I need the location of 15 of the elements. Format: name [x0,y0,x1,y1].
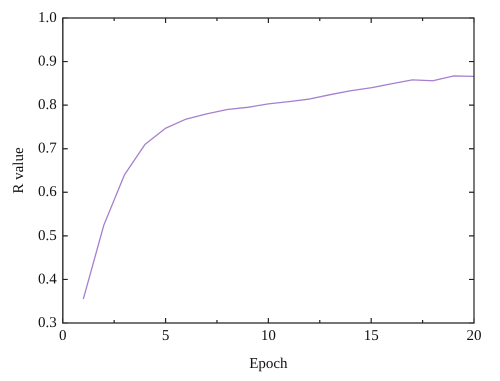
x-tick-label: 10 [260,328,276,344]
y-tick-label: 0.3 [38,314,57,331]
x-tick-label: 5 [162,328,170,344]
x-tick-label: 15 [364,328,379,344]
y-axis-title: R value [10,147,27,194]
y-tick-label: 0.4 [38,271,58,288]
y-tick-label: 1.0 [38,10,57,26]
x-axis-title: Epoch [249,356,288,372]
x-tick-label: 20 [466,328,482,344]
x-tick-label: 0 [59,328,66,344]
y-tick-label: 0.9 [38,54,57,70]
y-tick-label: 0.8 [38,97,57,114]
y-tick-label: 0.6 [38,184,58,200]
y-tick-label: 0.7 [38,140,58,157]
y-tick-label: 0.5 [38,228,57,244]
